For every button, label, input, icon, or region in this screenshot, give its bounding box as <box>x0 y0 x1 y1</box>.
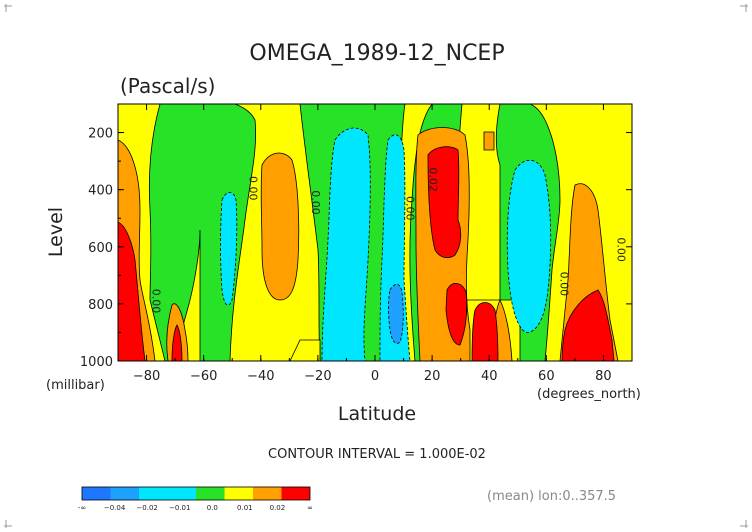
contour-label: 0.02 <box>426 167 439 192</box>
legend-label: −0.02 <box>136 504 157 512</box>
y-tick-label: 400 <box>88 184 113 199</box>
chart-units: (Pascal/s) <box>120 74 215 98</box>
legend-swatch <box>139 487 168 500</box>
contour-interval: CONTOUR INTERVAL = 1.000E-02 <box>268 447 486 462</box>
region-red <box>118 146 615 361</box>
x-axis-ticks: −80 −60 −40 −20 0 20 40 60 80 <box>117 104 633 384</box>
y-tick-label: 800 <box>88 298 113 313</box>
chart-title: OMEGA_1989-12_NCEP <box>249 41 504 66</box>
x-tick-label: 40 <box>481 369 498 384</box>
contour-label: 0.00 <box>309 190 322 215</box>
legend-swatch <box>196 487 225 500</box>
x-axis-label: Latitude <box>338 403 416 425</box>
legend-swatch <box>281 487 310 500</box>
crop-marks <box>4 4 748 528</box>
plot-area: 0.00 0.00 0.00 0.00 0.02 0.00 0.00 −80 −60 −40 −2… <box>80 103 633 384</box>
x-tick-label: 0 <box>371 369 379 384</box>
color-legend: -∞ −0.04 −0.02 −0.01 0.0 0.01 0.02 ∞ <box>78 486 313 512</box>
legend-swatch <box>82 487 111 500</box>
region-blue <box>388 283 404 344</box>
legend-swatch <box>110 487 139 500</box>
legend-label: 0.02 <box>270 504 286 512</box>
contour-label: 0.00 <box>403 196 416 221</box>
contour-label: 0.00 <box>246 176 259 201</box>
x-tick-label: −60 <box>190 369 217 384</box>
x-tick-label: 60 <box>538 369 555 384</box>
y-axis-ticks: 200 400 600 800 1000 <box>80 127 632 370</box>
x-tick-label: −80 <box>133 369 160 384</box>
y-axis-unit: (millibar) <box>46 378 105 393</box>
legend-swatch <box>253 487 282 500</box>
x-tick-label: −40 <box>247 369 274 384</box>
legend-label: −0.01 <box>169 504 190 512</box>
x-tick-label: 80 <box>595 369 612 384</box>
y-tick-label: 600 <box>88 241 113 256</box>
legend-label: 0.0 <box>207 504 218 512</box>
x-tick-label: 20 <box>424 369 441 384</box>
y-tick-label: 1000 <box>80 355 113 370</box>
y-axis-label: Level <box>45 207 67 257</box>
legend-label: −0.04 <box>104 504 126 512</box>
contour-label: 0.00 <box>558 272 571 297</box>
footnote: (mean) lon:0..357.5 <box>487 489 616 504</box>
legend-label: ∞ <box>307 504 313 512</box>
legend-frame <box>81 486 311 501</box>
x-tick-label: −20 <box>304 369 331 384</box>
contour-label: 0.00 <box>149 289 162 314</box>
y-tick-label: 200 <box>88 127 113 142</box>
legend-swatch <box>167 487 196 500</box>
x-axis-unit: (degrees_north) <box>537 387 641 402</box>
legend-label: 0.01 <box>237 504 253 512</box>
legend-label: -∞ <box>78 504 86 512</box>
contour-label: 0.00 <box>615 237 628 262</box>
legend-swatch <box>224 487 253 500</box>
contour-labels: 0.00 0.00 0.00 0.00 0.02 0.00 0.00 <box>149 167 627 313</box>
